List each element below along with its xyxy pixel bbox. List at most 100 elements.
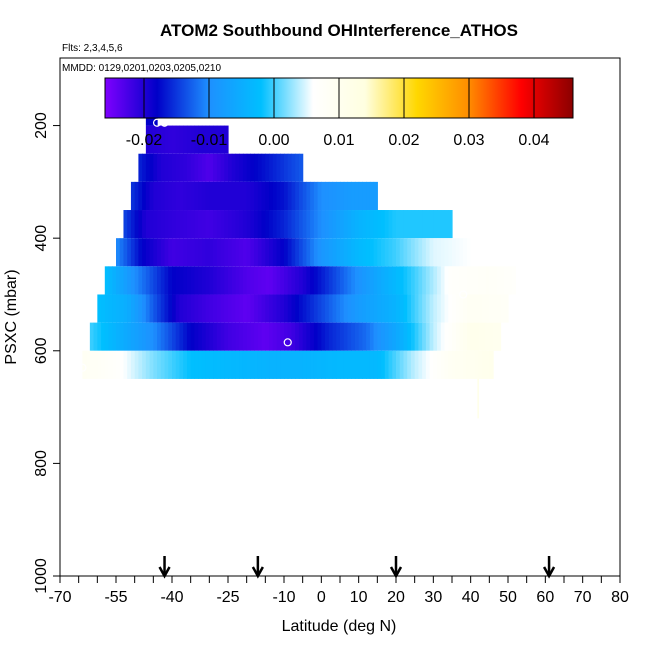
- heatmap-cell: [384, 210, 390, 239]
- heatmap-cell: [369, 294, 375, 323]
- x-tick-label: 40: [462, 589, 480, 606]
- heatmap-cell: [116, 350, 121, 379]
- heatmap-cell: [164, 153, 169, 182]
- heatmap-cell: [149, 350, 154, 379]
- heatmap-cell: [351, 294, 356, 323]
- x-tick-label: 10: [350, 589, 368, 606]
- heatmap-cell: [175, 125, 181, 154]
- pressure-band: [123, 210, 453, 239]
- heatmap-cell: [452, 322, 457, 351]
- heatmap-cell: [377, 238, 382, 267]
- heatmap-cell: [157, 238, 162, 267]
- heatmap-cell: [410, 322, 416, 351]
- data-marker: [518, 250, 528, 260]
- heatmap-cell: [231, 350, 237, 379]
- heatmap-cell: [425, 266, 431, 295]
- heatmap-cell: [433, 238, 438, 267]
- heatmap-cell: [213, 322, 218, 351]
- heatmap-cell: [381, 350, 386, 379]
- heatmap-cell: [205, 238, 210, 267]
- heatmap-cell: [310, 322, 315, 351]
- heatmap-cell: [455, 238, 461, 267]
- heatmap-cell: [295, 153, 300, 182]
- heatmap-cell: [149, 294, 154, 323]
- pressure-band: [130, 181, 378, 211]
- heatmap-cell: [358, 181, 363, 211]
- heatmap-cell: [295, 350, 300, 379]
- heatmap-cell: [336, 322, 341, 351]
- heatmap-cell: [444, 210, 449, 239]
- heatmap-cell: [366, 238, 371, 267]
- heatmap-cell: [101, 322, 106, 351]
- heatmap-cell: [254, 266, 259, 295]
- heatmap-cell: [127, 238, 132, 267]
- heatmap-cell: [284, 294, 289, 323]
- x-tick-label: -70: [48, 589, 71, 606]
- heatmap-cell: [179, 322, 184, 351]
- heatmap-cell: [119, 350, 125, 379]
- heatmap-cell: [205, 210, 210, 239]
- heatmap-cell: [351, 181, 356, 211]
- heatmap-cell: [123, 238, 128, 267]
- heatmap-cell: [396, 350, 401, 379]
- heatmap-cell: [246, 322, 251, 351]
- heatmap-cell: [343, 322, 349, 351]
- heatmap-cell: [470, 350, 475, 379]
- heatmap-cell: [381, 294, 386, 323]
- heatmap-cell: [369, 181, 375, 211]
- heatmap-cell: [235, 266, 240, 295]
- heatmap-cell: [239, 210, 244, 239]
- heatmap-cell: [306, 266, 311, 295]
- heatmap-cell: [231, 153, 237, 182]
- x-tick-label: 80: [611, 589, 629, 606]
- heatmap-cell: [291, 266, 296, 295]
- heatmap-cell: [213, 294, 218, 323]
- heatmap-cell: [183, 125, 188, 154]
- heatmap-cell: [209, 266, 214, 295]
- heatmap-cell: [373, 322, 378, 351]
- heatmap-cell: [284, 210, 289, 239]
- colorbar-tick-label: 0.03: [453, 132, 484, 149]
- heatmap-cell: [246, 153, 251, 182]
- x-axis-label: Latitude (deg N): [282, 618, 397, 635]
- heatmap-cell: [396, 322, 401, 351]
- heatmap-cell: [298, 322, 304, 351]
- heatmap-cell: [239, 294, 244, 323]
- heatmap-cell: [313, 294, 319, 323]
- heatmap-cell: [325, 181, 330, 211]
- heatmap-cell: [201, 153, 207, 182]
- heatmap-cell: [478, 238, 483, 267]
- heatmap-cell: [313, 238, 319, 267]
- heatmap-cell: [134, 322, 139, 351]
- heatmap-cell: [284, 181, 289, 211]
- heatmap-cell: [142, 153, 147, 182]
- heatmap-cell: [164, 181, 169, 211]
- heatmap-cell: [463, 238, 468, 267]
- heatmap-cell: [183, 350, 188, 379]
- heatmap-cell: [168, 266, 173, 295]
- heatmap-cell: [257, 153, 263, 182]
- heatmap-cell: [175, 294, 181, 323]
- arrow-head: [158, 566, 171, 579]
- heatmap-cell: [452, 266, 457, 295]
- heatmap-cell: [437, 322, 442, 351]
- heatmap-cell: [108, 266, 113, 295]
- heatmap-cell: [369, 350, 375, 379]
- heatmap-cell: [384, 350, 390, 379]
- heatmap-cell: [354, 266, 360, 295]
- heatmap-cell: [213, 181, 218, 211]
- heatmap-cell: [425, 350, 431, 379]
- heatmap-cell: [201, 125, 207, 154]
- heatmap-cell: [440, 238, 446, 267]
- heatmap-cell: [104, 294, 110, 323]
- chart-title: ATOM2 Southbound OHInterference_ATHOS: [160, 21, 518, 40]
- heatmap-cell: [201, 322, 207, 351]
- heatmap-cell: [306, 210, 311, 239]
- heatmap-cell: [362, 238, 367, 267]
- heatmap-cell: [295, 210, 300, 239]
- heatmap-cell: [470, 238, 475, 267]
- heatmap-cell: [496, 238, 502, 267]
- heatmap-cell: [384, 238, 390, 267]
- heatmap-cell: [298, 153, 304, 182]
- heatmap-cell: [399, 210, 405, 239]
